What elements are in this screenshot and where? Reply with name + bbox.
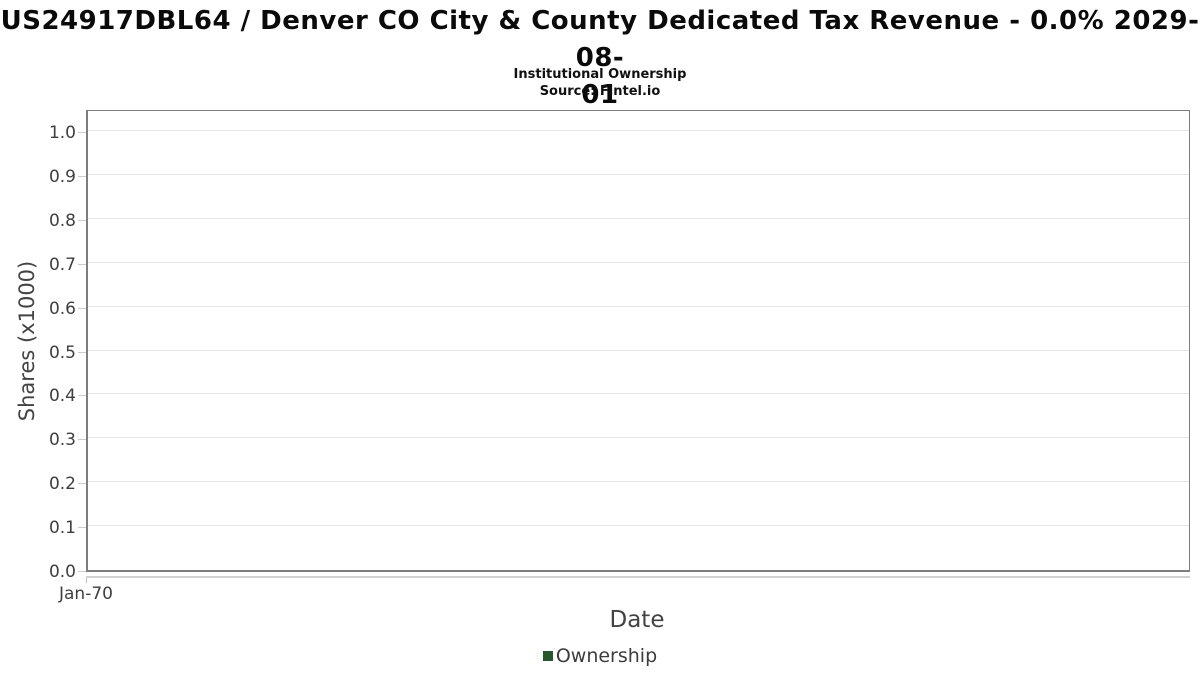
chart-source: Source: Fintel.io [539, 84, 661, 99]
y-tick-label: 0.5 [48, 343, 76, 363]
gridline [88, 349, 1189, 351]
chart-title-line1: US24917DBL64 / Denver CO City & County D… [0, 6, 1200, 73]
plot-area [86, 110, 1190, 572]
legend: Ownership [0, 645, 1200, 667]
y-tick-label: 0.7 [48, 255, 76, 275]
y-tick-mark [78, 352, 86, 353]
x-tick-label: Jan-70 [59, 584, 113, 604]
legend-series-label: Ownership [555, 645, 658, 667]
gridline [88, 525, 1189, 527]
gridline [88, 481, 1189, 483]
gridline [88, 305, 1189, 307]
chart-title-line2: 01 [581, 80, 619, 110]
y-tick-label: 0.8 [48, 211, 76, 231]
x-axis-title: Date [609, 607, 665, 633]
y-tick-label: 0.0 [48, 562, 76, 582]
gridline [88, 173, 1189, 175]
y-tick-mark [78, 483, 86, 484]
y-tick-mark [78, 439, 86, 440]
gridline [88, 261, 1189, 263]
y-tick-mark [78, 264, 86, 265]
y-tick-mark [78, 395, 86, 396]
y-tick-mark [78, 220, 86, 221]
y-tick-label: 0.2 [48, 474, 76, 494]
y-tick-mark [78, 571, 86, 572]
y-tick-label: 1.0 [48, 123, 76, 143]
gridline [88, 393, 1189, 395]
y-tick-mark [78, 308, 86, 309]
y-tick-label: 0.1 [48, 518, 76, 538]
y-tick-label: 0.4 [48, 386, 76, 406]
chart-subtitle: Institutional Ownership [513, 67, 687, 82]
y-tick-mark [78, 176, 86, 177]
y-tick-label: 0.3 [48, 430, 76, 450]
y-tick-mark [78, 527, 86, 528]
x-axis-line [86, 576, 1190, 578]
gridline [88, 130, 1189, 131]
y-tick-label: 0.9 [48, 167, 76, 187]
x-tick-mark [86, 578, 87, 583]
gridline [88, 217, 1189, 219]
y-tick-label: 0.6 [48, 299, 76, 319]
gridline [88, 437, 1189, 439]
y-tick-mark [78, 132, 86, 133]
legend-item-ownership[interactable]: Ownership [542, 645, 658, 667]
legend-series-marker-icon [542, 651, 553, 661]
y-axis-title: Shares (x1000) [15, 260, 39, 422]
chart-title: US24917DBL64 / Denver CO City & County D… [0, 3, 1200, 114]
